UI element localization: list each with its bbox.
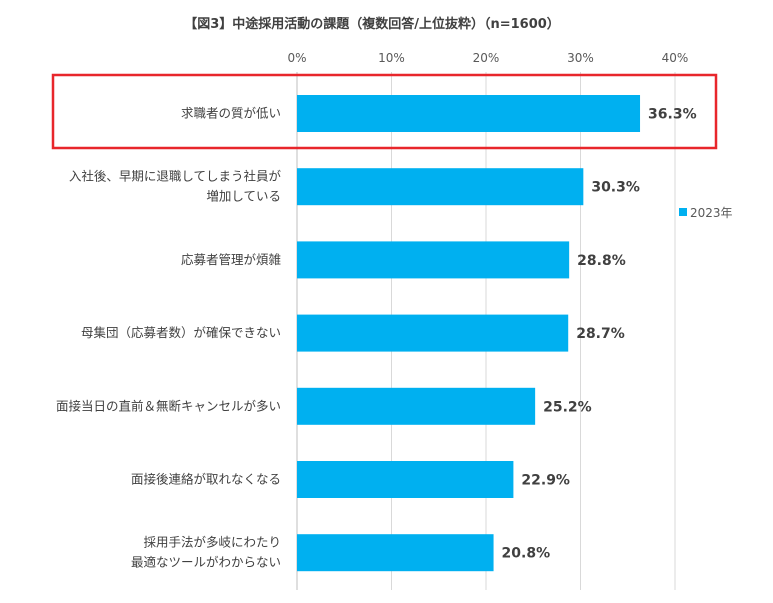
bar bbox=[297, 461, 514, 498]
value-label: 28.7% bbox=[576, 326, 625, 342]
chart-title: 【図3】中途採用活動の課題（複数回答/上位抜粋）（n=1600） bbox=[184, 16, 560, 32]
category-label: 面接当日の直前＆無断キャンセルが多い bbox=[56, 398, 281, 413]
x-tick-label: 40% bbox=[662, 51, 689, 65]
legend-label: 2023年 bbox=[690, 206, 733, 220]
bar bbox=[297, 387, 536, 425]
bar bbox=[297, 314, 569, 352]
bar bbox=[297, 168, 584, 206]
value-label: 22.9% bbox=[521, 473, 570, 489]
value-label: 28.8% bbox=[577, 253, 626, 269]
category-label: 入社後、早期に退職してしまう社員が bbox=[69, 169, 282, 184]
category-label: 採用手法が多岐にわたり bbox=[143, 535, 281, 550]
x-tick-label: 10% bbox=[378, 51, 405, 65]
category-label: 最適なツールがわからない bbox=[131, 555, 281, 570]
highlight-box bbox=[51, 73, 718, 150]
x-axis-ticks: 0% 10% 20% 30% 40% bbox=[287, 51, 688, 65]
value-label: 25.2% bbox=[543, 399, 592, 415]
bar bbox=[297, 241, 570, 279]
category-label: 面接後連絡が取れなくなる bbox=[131, 472, 281, 487]
value-label: 30.3% bbox=[591, 180, 640, 196]
x-tick-label: 0% bbox=[287, 51, 306, 65]
category-label: 母集団（応募者数）が確保できない bbox=[81, 325, 281, 340]
value-label: 20.8% bbox=[502, 546, 551, 562]
bars bbox=[297, 95, 641, 572]
x-tick-label: 20% bbox=[473, 51, 500, 65]
legend-swatch bbox=[679, 208, 687, 216]
category-label: 応募者管理が煩雑 bbox=[181, 252, 281, 267]
legend: 2023年 bbox=[679, 206, 733, 220]
bar bbox=[297, 534, 494, 572]
value-label: 36.3% bbox=[648, 107, 697, 123]
category-labels: 36.3% 求職者の質が低い 30.3% 入社後、早期に退職してしまう社員が増加してい… bbox=[56, 106, 697, 570]
category-label: 増加している bbox=[206, 189, 281, 204]
category-label: 求職者の質が低い bbox=[181, 106, 281, 121]
x-tick-label: 30% bbox=[567, 51, 594, 65]
bar bbox=[297, 95, 641, 132]
